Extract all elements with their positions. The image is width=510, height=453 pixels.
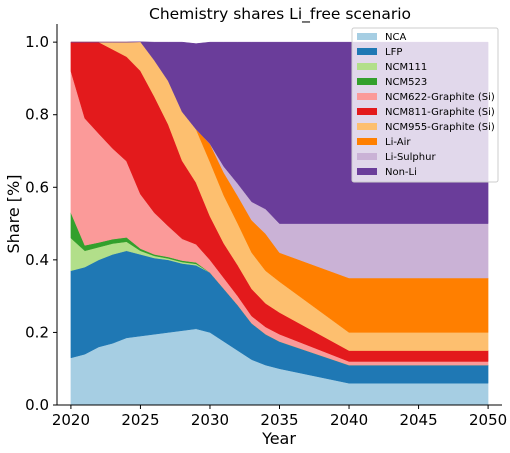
legend-frame [351,27,499,183]
legend-swatch-non-li [357,168,377,175]
y-ticks: 0.0 0.2 0.4 0.6 0.8 1.0 [25,33,57,414]
legend-label-ncm111: NCM111 [385,62,427,73]
legend: NCA LFP NCM111 NCM523 NCM622-Graphite (Si) NC… [351,27,499,183]
legend-label-nca: NCA [385,32,406,43]
y-axis-title: Share [%] [4,175,23,254]
legend-label-ncm811-graphite-si: NCM811-Graphite (Si) [385,107,495,118]
y-tick-label: 0.4 [25,251,49,269]
legend-swatch-ncm955-graphite-si [357,123,377,130]
legend-label-ncm955-graphite-si: NCM955-Graphite (Si) [385,122,495,133]
legend-label-ncm622-graphite-si: NCM622-Graphite (Si) [385,92,495,103]
x-tick-label: 2045 [399,411,437,429]
legend-swatch-ncm523 [357,78,377,85]
chart-title: Chemistry shares Li_free scenario [149,5,411,24]
x-tick-label: 2050 [469,411,507,429]
x-tick-label: 2040 [330,411,368,429]
legend-swatch-li-air [357,138,377,145]
legend-label-non-li: Non-Li [385,167,417,178]
legend-swatch-ncm111 [357,63,377,70]
x-ticks: 2020 2025 2030 2035 2040 2045 2050 [52,405,507,429]
y-tick-label: 1.0 [25,33,49,51]
legend-swatch-ncm622-graphite-si [357,93,377,100]
x-tick-label: 2035 [260,411,298,429]
x-tick-label: 2030 [191,411,229,429]
legend-swatch-nca [357,33,377,40]
y-tick-label: 0.6 [25,178,49,196]
y-tick-label: 0.2 [25,323,49,341]
legend-swatch-li-sulphur [357,153,377,160]
x-axis-title: Year [261,429,296,448]
y-tick-label: 0.0 [25,396,49,414]
legend-swatch-ncm811-graphite-si [357,108,377,115]
x-tick-label: 2020 [52,411,90,429]
legend-swatch-lfp [357,48,377,55]
y-tick-label: 0.8 [25,106,49,124]
x-tick-label: 2025 [121,411,159,429]
legend-label-li-air: Li-Air [385,137,411,148]
legend-label-ncm523: NCM523 [385,77,427,88]
legend-label-lfp: LFP [385,47,402,58]
legend-label-li-sulphur: Li-Sulphur [385,152,436,163]
